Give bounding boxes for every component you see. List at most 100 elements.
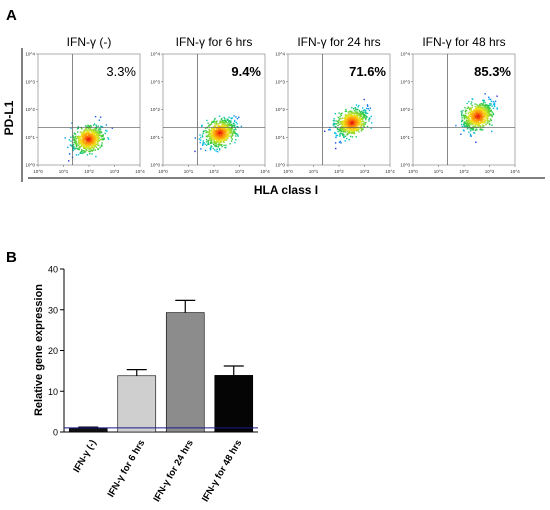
density-dot xyxy=(337,128,340,131)
density-dot xyxy=(362,125,365,127)
density-dot xyxy=(477,111,479,113)
density-dot xyxy=(210,145,212,147)
density-dot xyxy=(233,115,235,117)
density-dot xyxy=(483,111,485,114)
density-dot xyxy=(492,100,495,103)
density-dot xyxy=(472,98,474,100)
density-dot xyxy=(76,147,79,150)
density-dot xyxy=(225,144,227,147)
density-dot xyxy=(479,103,481,106)
density-dot xyxy=(489,113,491,115)
density-dot xyxy=(211,131,214,133)
density-dot xyxy=(352,131,355,134)
density-dot xyxy=(200,148,202,150)
density-dot xyxy=(214,141,217,143)
density-dot xyxy=(484,107,486,109)
density-dot xyxy=(338,141,341,144)
density-dot xyxy=(83,134,86,136)
density-dot xyxy=(226,130,228,133)
density-dot xyxy=(345,108,347,111)
y-tick-label: 10^3 xyxy=(275,79,285,84)
density-dot xyxy=(216,141,218,143)
density-dot xyxy=(211,121,213,124)
density-dot xyxy=(339,116,341,118)
density-dot xyxy=(355,124,357,126)
density-dot xyxy=(463,123,466,126)
density-dot xyxy=(468,111,470,113)
density-dot xyxy=(364,117,366,119)
density-dot xyxy=(334,142,337,144)
y-tick-label: 10^2 xyxy=(150,107,160,112)
density-dot xyxy=(202,140,204,142)
density-dot xyxy=(341,121,343,124)
density-dot xyxy=(77,131,79,133)
density-dot xyxy=(344,140,346,142)
density-dot xyxy=(466,126,469,128)
density-dot xyxy=(464,116,466,119)
density-dot xyxy=(469,112,472,114)
y-tick-label: 10^0 xyxy=(150,163,160,168)
density-dot xyxy=(213,143,215,146)
density-dot xyxy=(469,135,472,137)
density-dot xyxy=(78,138,81,140)
density-dot xyxy=(80,152,82,154)
density-dot xyxy=(462,129,465,131)
density-dot xyxy=(212,138,214,140)
density-dot xyxy=(194,137,196,139)
density-dot xyxy=(236,123,238,125)
density-dot xyxy=(347,129,349,131)
density-dot xyxy=(486,112,489,114)
density-dot xyxy=(473,119,475,121)
bar-y-tick-label: 40 xyxy=(48,265,58,275)
density-dot xyxy=(87,138,90,140)
density-dot xyxy=(338,129,341,131)
density-dot xyxy=(359,115,362,117)
density-dot xyxy=(92,137,94,139)
density-dot xyxy=(84,131,86,133)
x-tick-label: 10^0 xyxy=(158,169,168,174)
density-dot xyxy=(227,128,229,130)
density-dot xyxy=(224,128,227,130)
density-dot xyxy=(460,113,463,115)
density-dot xyxy=(491,111,493,113)
density-dot xyxy=(468,115,470,117)
density-dot xyxy=(222,122,225,124)
density-dot xyxy=(465,125,467,128)
density-dot xyxy=(106,130,108,132)
density-dot xyxy=(334,113,336,115)
density-dot xyxy=(85,132,87,135)
density-dot xyxy=(357,119,359,121)
density-dot xyxy=(214,137,216,140)
density-dot xyxy=(496,95,498,97)
density-dot xyxy=(92,149,95,151)
density-dot xyxy=(469,121,472,124)
density-dot xyxy=(74,139,76,142)
density-dot xyxy=(209,136,212,138)
density-dot xyxy=(100,145,102,147)
density-dot xyxy=(471,104,473,107)
density-dot xyxy=(233,124,236,127)
density-dot xyxy=(100,126,102,128)
density-dot xyxy=(350,122,352,125)
density-dot xyxy=(485,105,487,107)
density-dot xyxy=(468,108,471,110)
density-dot xyxy=(476,114,478,116)
quadrant-percent: 3.3% xyxy=(106,64,136,79)
density-dot xyxy=(472,125,475,128)
density-dot xyxy=(209,132,212,134)
density-dot xyxy=(469,133,472,135)
density-dot xyxy=(80,145,83,147)
y-tick-label: 10^2 xyxy=(400,107,410,112)
density-dot xyxy=(353,115,355,117)
density-dot xyxy=(475,116,478,119)
density-dot xyxy=(476,115,479,117)
density-dot xyxy=(216,138,218,140)
density-dot xyxy=(212,131,215,134)
density-dot xyxy=(234,132,236,134)
density-dot xyxy=(350,131,352,134)
density-dot xyxy=(75,137,77,140)
density-dot xyxy=(90,149,92,151)
density-dot xyxy=(341,117,344,119)
density-dot xyxy=(464,125,466,127)
density-dot xyxy=(229,132,231,134)
